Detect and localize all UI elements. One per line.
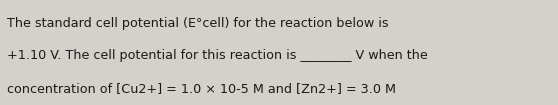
Text: concentration of [Cu2+] = 1.0 × 10-5 M and [Zn2+] = 3.0 M: concentration of [Cu2+] = 1.0 × 10-5 M a… — [7, 82, 396, 95]
Text: The standard cell potential (E°cell) for the reaction below is: The standard cell potential (E°cell) for… — [7, 17, 389, 30]
Text: +1.10 V. The cell potential for this reaction is ________ V when the: +1.10 V. The cell potential for this rea… — [7, 49, 428, 62]
